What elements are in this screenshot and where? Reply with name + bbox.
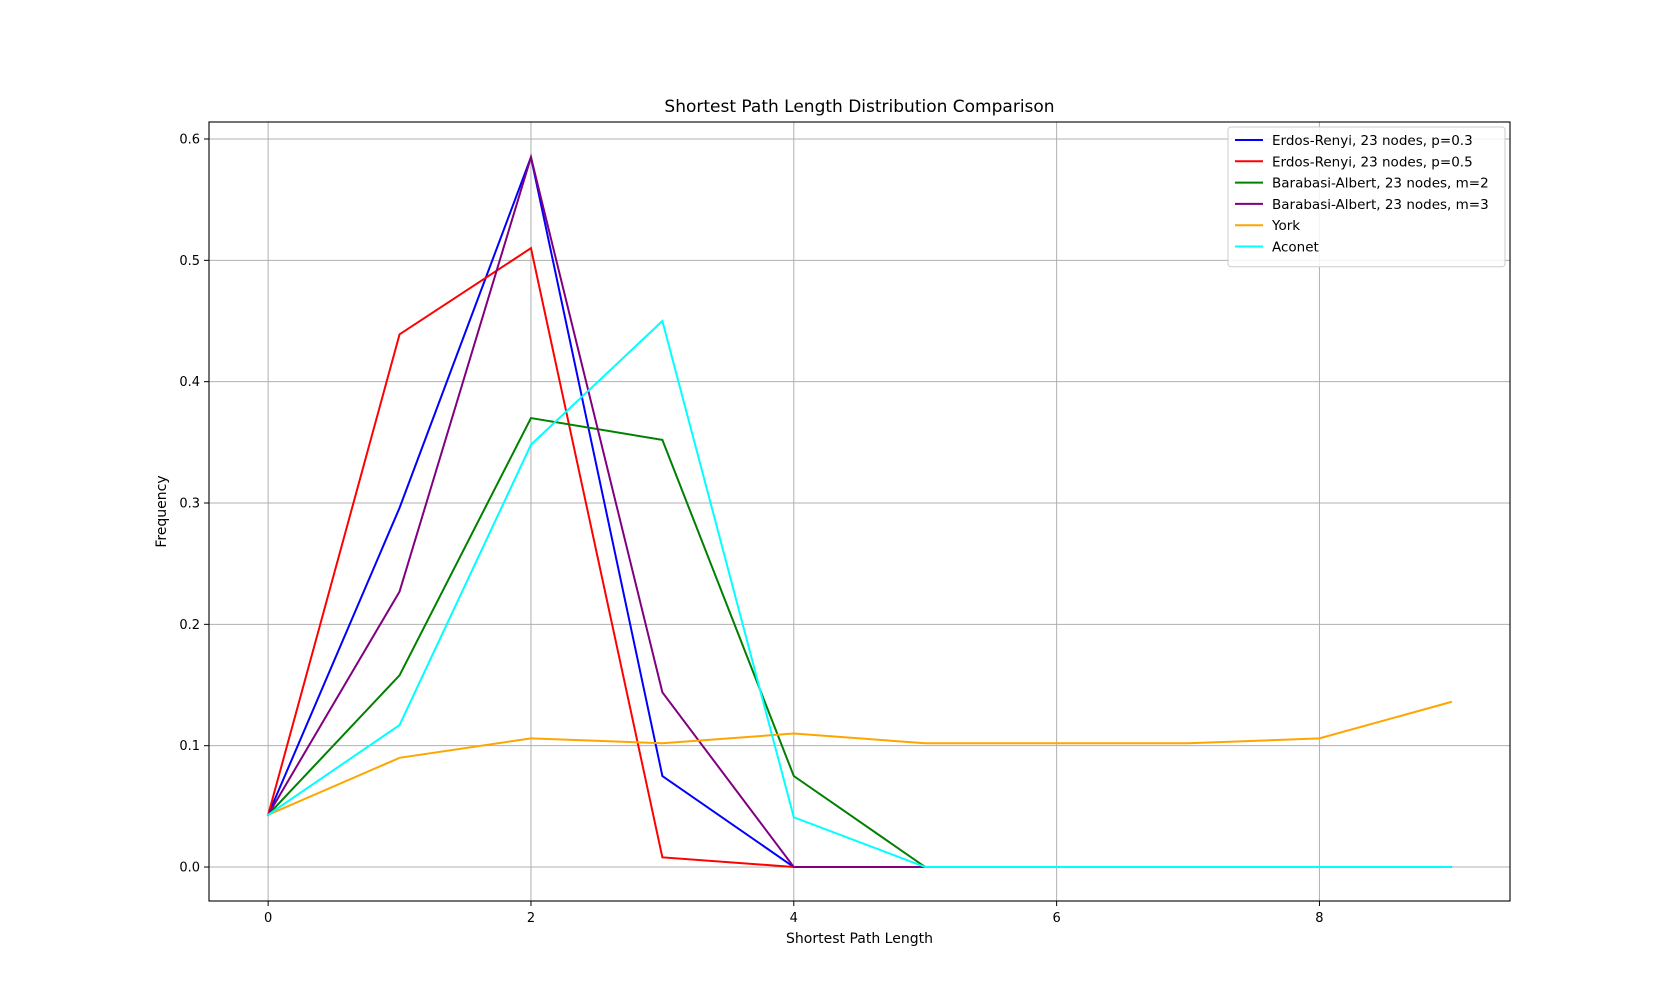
legend: Erdos-Renyi, 23 nodes, p=0.3 Erdos-Renyi,… <box>1227 126 1506 268</box>
y-tick-label: 0.1 <box>179 739 200 754</box>
series-lines <box>266 153 1453 869</box>
plot-frame <box>208 121 1511 902</box>
x-tick-label: 8 <box>1315 911 1323 926</box>
legend-entry-label: Barabasi-Albert, 23 nodes, m=2 <box>1272 176 1489 192</box>
y-tick-label: 0.0 <box>179 861 200 876</box>
y-tick-label: 0.3 <box>179 497 200 512</box>
y-tick-label: 0.2 <box>179 618 200 633</box>
x-tick-label: 6 <box>1052 911 1060 926</box>
legend-entry-label: York <box>1271 218 1300 234</box>
x-tick-label: 2 <box>527 911 535 926</box>
y-axis-label: Frequency <box>154 475 170 547</box>
x-tick-label: 4 <box>790 911 798 926</box>
chart-title: Shortest Path Length Distribution Compar… <box>664 97 1054 117</box>
x-axis-label: Shortest Path Length <box>786 931 933 947</box>
y-tick-label: 0.4 <box>179 375 200 390</box>
legend-entry-label: Erdos-Renyi, 23 nodes, p=0.5 <box>1272 154 1473 170</box>
series-line-5 <box>266 700 1453 817</box>
legend-entry-label: Erdos-Renyi, 23 nodes, p=0.3 <box>1272 133 1473 149</box>
axis-ticks: 0 2 4 6 8 0.0 0.1 0.2 0.3 0.4 0.5 0.6 <box>179 132 1323 926</box>
legend-entry-label: Barabasi-Albert, 23 nodes, m=3 <box>1272 197 1489 213</box>
y-tick-label: 0.6 <box>179 132 200 147</box>
series-line-6 <box>266 319 1452 869</box>
y-tick-label: 0.5 <box>179 254 200 269</box>
legend-entry-label: Aconet <box>1272 240 1319 256</box>
legend-box <box>1227 126 1506 268</box>
x-tick-label: 0 <box>264 911 272 926</box>
